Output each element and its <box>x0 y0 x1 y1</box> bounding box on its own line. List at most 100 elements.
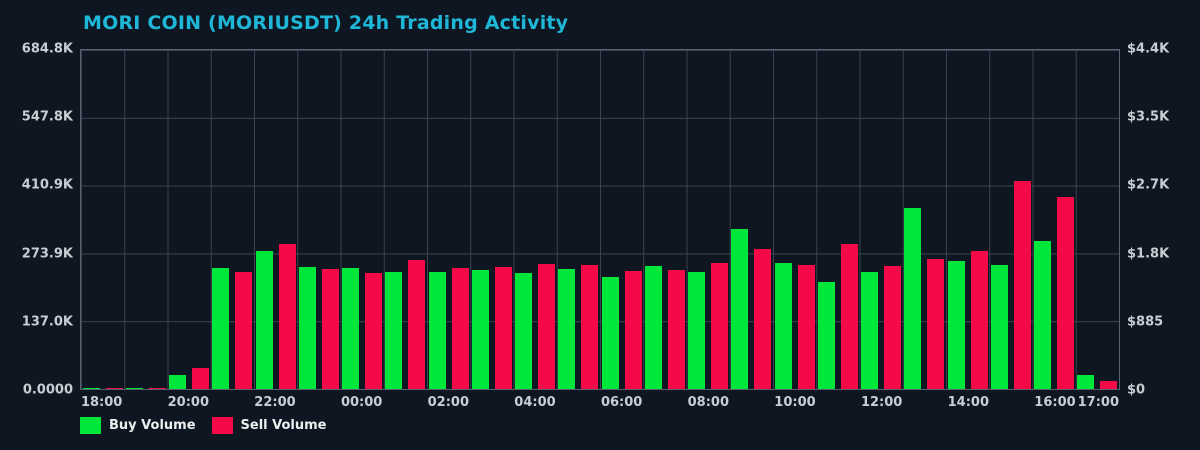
sell-bar <box>884 265 902 389</box>
legend: Buy Volume Sell Volume <box>80 417 327 434</box>
x-tick-label: 08:00 <box>687 395 730 410</box>
y-tick-label: $1.8K <box>1127 246 1170 262</box>
hour-group-0900 <box>730 50 773 389</box>
y-tick-label: 137.0K <box>21 314 73 330</box>
legend-buy-label: Buy Volume <box>109 418 196 433</box>
x-tick-label: 17:00 <box>1077 395 1120 410</box>
y-axis-left: 0.0000 137.0K 273.9K 410.9K 547.8K 684.8K <box>0 42 73 398</box>
hour-group-1100 <box>816 50 859 389</box>
x-tick-label: 16:00 <box>1034 395 1076 410</box>
hour-group-1800 <box>81 50 124 389</box>
x-tick-label: 14:00 <box>947 395 990 410</box>
hour-group-1900 <box>124 50 167 389</box>
sell-bar <box>840 243 858 389</box>
sell-bar <box>365 273 383 389</box>
sell-bar <box>494 266 512 389</box>
buy-bar <box>601 277 619 389</box>
hour-group-1300 <box>903 50 946 389</box>
x-tick-label: 12:00 <box>860 395 903 410</box>
sell-bar <box>581 265 599 389</box>
x-tick-label: 00:00 <box>340 395 383 410</box>
sell-bar <box>927 259 945 389</box>
sell-bar <box>192 368 210 389</box>
hour-group-0000 <box>341 50 384 389</box>
buy-bar <box>298 266 316 389</box>
buy-bar <box>990 264 1008 389</box>
y-tick-label: 410.9K <box>21 177 73 193</box>
buy-bar <box>428 272 446 389</box>
sell-bar <box>970 250 988 389</box>
hour-group-0500 <box>557 50 600 389</box>
buy-bar <box>644 265 662 389</box>
y-tick-label: 273.9K <box>21 246 73 262</box>
sell-bar <box>278 244 296 389</box>
buy-bar <box>904 207 922 389</box>
sell-bar <box>1100 380 1118 389</box>
buy-bar <box>1077 375 1095 389</box>
buy-bar <box>861 272 879 389</box>
legend-sell-label: Sell Volume <box>240 418 327 433</box>
hour-group-0600 <box>600 50 643 389</box>
y-tick-label: 547.8K <box>21 109 73 125</box>
sell-bar <box>321 269 339 389</box>
buy-bar <box>471 270 489 389</box>
chart-title: MORI COIN (MORIUSDT) 24h Trading Activit… <box>83 12 569 34</box>
buy-bar <box>774 263 792 389</box>
y-tick-label: $885 <box>1127 314 1164 330</box>
x-tick-label: 06:00 <box>600 395 643 410</box>
sell-bar <box>235 271 253 389</box>
y-tick-label: 684.8K <box>21 41 73 57</box>
buy-bar <box>169 375 187 389</box>
legend-item-buy: Buy Volume <box>80 417 196 434</box>
hour-group-2000 <box>168 50 211 389</box>
buy-bar <box>731 229 749 389</box>
hour-group-0300 <box>470 50 513 389</box>
buy-bar <box>385 271 403 389</box>
buy-volume-swatch <box>80 417 101 434</box>
buy-bar <box>558 269 576 389</box>
buy-bar <box>125 387 143 389</box>
sell-volume-swatch <box>211 417 233 434</box>
hour-group-1700 <box>1076 50 1119 389</box>
legend-item-sell: Sell Volume <box>211 417 327 434</box>
sell-bar <box>105 387 123 389</box>
buy-bar <box>82 387 100 389</box>
x-tick-label: 22:00 <box>254 395 296 410</box>
buy-bar <box>255 250 273 389</box>
y-tick-label: $3.5K <box>1127 109 1170 125</box>
sell-bar <box>1057 196 1075 389</box>
hour-group-1000 <box>773 50 816 389</box>
buy-bar <box>688 272 706 389</box>
buy-bar <box>515 273 533 389</box>
hour-group-0800 <box>687 50 730 389</box>
sell-bar <box>1013 181 1031 389</box>
sell-bar <box>797 265 815 389</box>
x-tick-label: 04:00 <box>514 395 556 410</box>
y-tick-label: 0.0000 <box>22 382 73 398</box>
buy-bar <box>342 267 360 389</box>
sell-bar <box>408 260 426 389</box>
y-axis-right: $0 $885 $1.8K $2.7K $3.5K $4.4K <box>1127 42 1197 398</box>
y-tick-label: $0 <box>1127 382 1146 398</box>
hour-group-2200 <box>254 50 297 389</box>
hour-group-2300 <box>297 50 340 389</box>
buy-bar <box>947 261 965 389</box>
sell-bar <box>148 387 166 389</box>
buy-bar <box>1034 241 1052 389</box>
y-tick-label: $2.7K <box>1127 177 1170 193</box>
hour-group-1200 <box>860 50 903 389</box>
plot-area <box>80 49 1120 390</box>
hour-group-0100 <box>384 50 427 389</box>
hour-group-0700 <box>643 50 686 389</box>
hour-group-1500 <box>989 50 1032 389</box>
x-tick-label: 20:00 <box>167 395 210 410</box>
hour-group-1400 <box>946 50 989 389</box>
x-tick-label: 10:00 <box>774 395 816 410</box>
buy-bar <box>817 281 835 389</box>
sell-bar <box>451 268 469 389</box>
bar-series-container <box>81 50 1119 389</box>
sell-bar <box>667 269 685 389</box>
y-tick-label: $4.4K <box>1127 41 1170 57</box>
sell-bar <box>538 264 556 389</box>
